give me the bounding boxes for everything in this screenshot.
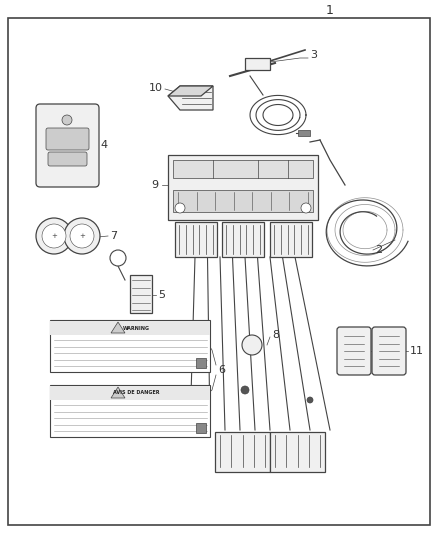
Text: AVIS DE DANGER: AVIS DE DANGER [113, 391, 159, 395]
Bar [196, 423, 206, 433]
Text: 3: 3 [310, 50, 317, 60]
Text: 11: 11 [410, 346, 424, 356]
Circle shape [307, 397, 313, 403]
Text: 8: 8 [272, 330, 279, 340]
Polygon shape [168, 86, 213, 110]
Circle shape [62, 115, 72, 125]
Text: 4: 4 [100, 140, 107, 150]
Circle shape [301, 203, 311, 213]
Circle shape [241, 386, 249, 394]
Bar [245, 58, 270, 70]
Text: 10: 10 [149, 83, 163, 93]
Polygon shape [111, 322, 125, 333]
Text: +: + [79, 233, 85, 239]
FancyBboxPatch shape [46, 128, 89, 150]
Circle shape [42, 224, 66, 248]
Circle shape [64, 218, 100, 254]
Bar [196, 358, 206, 368]
Bar [50, 385, 210, 437]
Text: 9: 9 [151, 180, 158, 190]
Text: 6: 6 [218, 365, 225, 375]
Polygon shape [168, 86, 213, 96]
Circle shape [36, 218, 72, 254]
Bar [168, 155, 318, 220]
Bar [222, 222, 264, 257]
Text: 7: 7 [110, 231, 117, 241]
FancyBboxPatch shape [48, 152, 87, 166]
FancyBboxPatch shape [337, 327, 371, 375]
Bar [50, 320, 210, 372]
Text: 2: 2 [375, 245, 382, 255]
Bar [215, 432, 270, 472]
Circle shape [175, 203, 185, 213]
Circle shape [110, 250, 126, 266]
Bar [173, 190, 313, 212]
Text: 5: 5 [158, 290, 165, 300]
Bar [298, 130, 310, 136]
Text: +: + [51, 233, 57, 239]
Bar [270, 432, 325, 472]
Text: 1: 1 [326, 4, 334, 17]
Bar [173, 160, 313, 178]
Circle shape [242, 335, 262, 355]
Polygon shape [111, 387, 125, 398]
FancyBboxPatch shape [372, 327, 406, 375]
Bar [130, 275, 152, 313]
Text: WARNING: WARNING [123, 326, 149, 330]
Bar [50, 386, 210, 400]
FancyBboxPatch shape [36, 104, 99, 187]
Bar [50, 321, 210, 335]
Bar [270, 222, 312, 257]
Bar [175, 222, 217, 257]
Circle shape [70, 224, 94, 248]
